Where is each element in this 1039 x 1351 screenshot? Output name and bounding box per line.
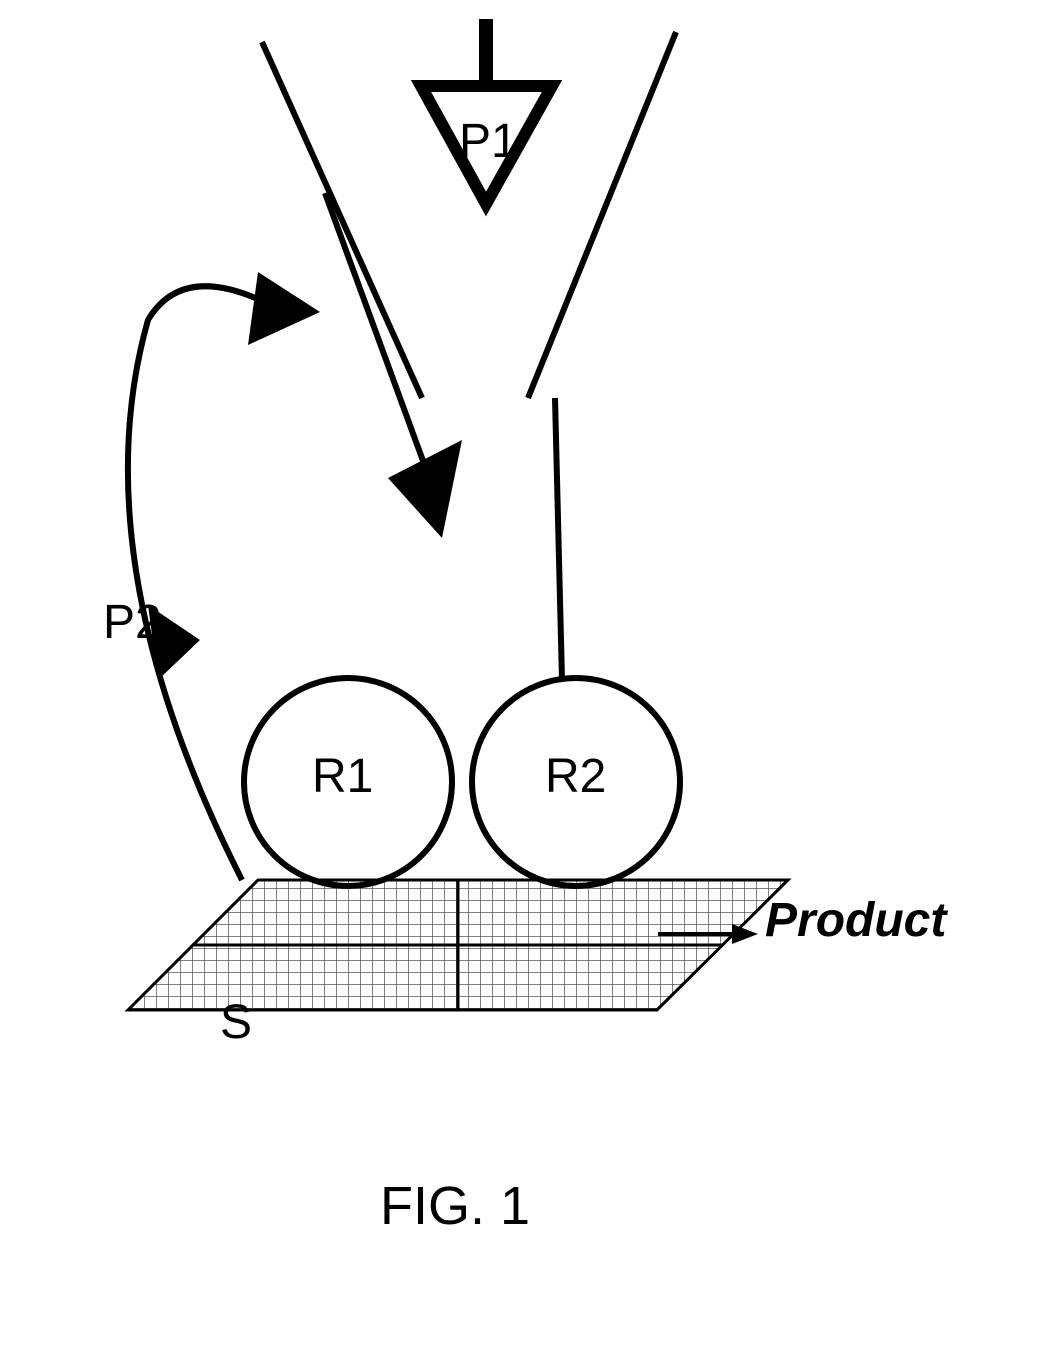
up-arrow-right xyxy=(555,398,562,680)
product-arrow-head xyxy=(732,924,758,944)
p2-curve xyxy=(128,286,280,880)
sheet-product xyxy=(128,880,788,1010)
label-r1: R1 xyxy=(312,749,373,804)
figure-caption: FIG. 1 xyxy=(380,1175,530,1237)
label-p1: P1 xyxy=(459,114,518,169)
funnel-left xyxy=(262,42,422,398)
label-r2: R2 xyxy=(545,749,606,804)
figure-container: P1 P2 R1 R2 S Product FIG. 1 xyxy=(0,0,1039,1351)
feed-arrow-line xyxy=(325,193,430,480)
diagram-svg xyxy=(0,0,1039,1351)
feed-arrow-head xyxy=(388,440,462,538)
p2-arrowhead-end xyxy=(248,272,320,345)
label-s: S xyxy=(220,995,252,1050)
label-p2: P2 xyxy=(103,595,162,650)
label-product: Product xyxy=(765,893,946,948)
